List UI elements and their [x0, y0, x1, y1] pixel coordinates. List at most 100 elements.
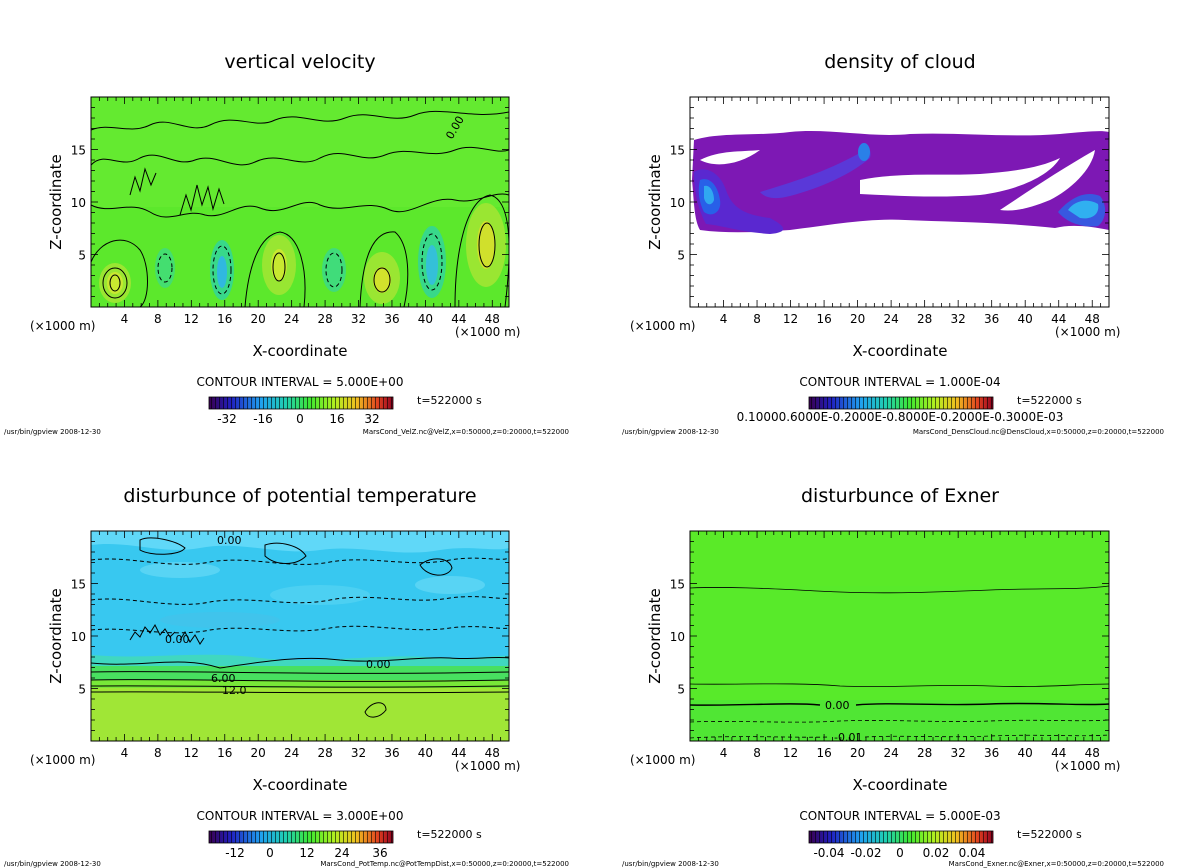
- x-tick-label: 16: [816, 746, 831, 760]
- x-tick-label: 48: [1085, 312, 1100, 326]
- updraft-core: [477, 221, 495, 269]
- x-tick-label: 36: [384, 312, 399, 326]
- x-tick-label: 20: [251, 746, 266, 760]
- contour-label: 6.00: [211, 672, 236, 685]
- x-tick-label: 40: [1018, 746, 1033, 760]
- x-tick-label: 44: [1051, 312, 1066, 326]
- colorbar-tick: -12: [225, 846, 245, 860]
- x-tick-label: 16: [217, 312, 232, 326]
- x-tick-label: 28: [317, 746, 332, 760]
- plot-area: [690, 97, 1109, 307]
- time-label: t=522000 s: [1017, 394, 1082, 407]
- contour-interval: CONTOUR INTERVAL = 5.000E+00: [197, 375, 404, 389]
- y-tick-label: 15: [71, 578, 86, 592]
- contour-interval: CONTOUR INTERVAL = 5.000E-03: [799, 809, 1000, 823]
- x-tick-label: 36: [384, 746, 399, 760]
- colorbar-tick: -0.02: [850, 846, 881, 860]
- x-tick-label: 24: [284, 746, 299, 760]
- x-unit-right: (×1000 m): [1055, 759, 1120, 773]
- downdraft-core: [217, 256, 227, 288]
- colorbar-tick: -16: [253, 412, 273, 426]
- lower-band: [690, 700, 1109, 741]
- cloud-gap: [1000, 150, 1095, 211]
- time-label: t=522000 s: [1017, 828, 1082, 841]
- panel-vertical-velocity: vertical velocity: [4, 51, 569, 436]
- colorbar-tick: 36: [372, 846, 387, 860]
- x-tick-label: 16: [217, 746, 232, 760]
- footer-path: /usr/bin/gpview 2008-12-30: [4, 860, 101, 868]
- y-tick-label: 10: [71, 196, 86, 210]
- colorbar-lines: [209, 831, 393, 843]
- x-tick-label: 20: [850, 746, 865, 760]
- x-tick-label: 8: [154, 312, 162, 326]
- x-unit-left: (×1000 m): [30, 319, 95, 333]
- x-tick-label: 32: [351, 746, 366, 760]
- cloud-core-peak: [704, 185, 714, 205]
- panel-potential-temperature: disturbunce of potential temperature: [4, 485, 569, 868]
- contour-label: 0.00: [825, 699, 850, 712]
- contour-lines: [690, 585, 1109, 706]
- footer-source: MarsCond_VelZ.nc@VelZ,x=0:50000,z=0:2000…: [363, 428, 569, 436]
- x-tick-label: 24: [284, 312, 299, 326]
- footer-path: /usr/bin/gpview 2008-12-30: [622, 428, 719, 436]
- warm-patch: [415, 576, 485, 594]
- upper-band: [91, 531, 509, 553]
- x-tick-label: 28: [317, 312, 332, 326]
- x-tick-label: 28: [917, 746, 932, 760]
- cloud-core: [858, 143, 870, 161]
- warm-patch: [140, 562, 220, 578]
- x-tick-label: 48: [1085, 746, 1100, 760]
- x-tick-label: 32: [351, 312, 366, 326]
- colorbar-frame: [208, 830, 394, 844]
- y-tick-label: 10: [71, 630, 86, 644]
- y-tick-label: 10: [670, 196, 685, 210]
- contour-interval: CONTOUR INTERVAL = 1.000E-04: [799, 375, 1000, 389]
- x-tick-label: 36: [984, 312, 999, 326]
- colorbar-frame: [808, 830, 994, 844]
- x-tick-label: 44: [451, 312, 466, 326]
- y-tick-label: 15: [71, 144, 86, 158]
- chart-title: disturbunce of Exner: [801, 485, 999, 507]
- colorbar-ticks: -12 0 12 24 36: [225, 846, 387, 860]
- plot-area: 0.00: [91, 97, 509, 307]
- colorbar-tick: -32: [217, 412, 237, 426]
- x-tick-label: 40: [1018, 312, 1033, 326]
- panel-density-of-cloud: density of cloud 4 8 12 16 20 24 28 32 36 40 44 485…: [622, 51, 1164, 436]
- upper-field-band: [91, 97, 509, 207]
- stable-band: [91, 680, 509, 688]
- x-tick-label: 4: [121, 312, 129, 326]
- x-tick-label: 48: [485, 312, 500, 326]
- footer-source: MarsCond_PotTemp.nc@PotTempDist,x=0:5000…: [320, 860, 569, 868]
- contour-label: 0.00: [165, 633, 190, 646]
- x-tick-label: 20: [251, 312, 266, 326]
- chart-title: vertical velocity: [224, 51, 375, 73]
- y-tick-label: 10: [670, 630, 685, 644]
- time-label: t=522000 s: [417, 394, 482, 407]
- colorbar-ticks: -32 -16 0 16 32: [217, 412, 379, 426]
- x-unit-left: (×1000 m): [30, 753, 95, 767]
- contour-label: -0.01: [834, 731, 862, 744]
- x-axis-label: X-coordinate: [853, 776, 948, 794]
- x-tick-label: 28: [917, 312, 932, 326]
- y-tick-label: 5: [677, 683, 685, 697]
- x-tick-label: 8: [753, 312, 761, 326]
- colorbar-tick: 24: [334, 846, 349, 860]
- x-tick-label: 4: [720, 746, 728, 760]
- colorbar-tick: 0.02: [923, 846, 950, 860]
- x-tick-label: 4: [121, 746, 129, 760]
- x-unit-right: (×1000 m): [455, 759, 520, 773]
- cloud-core-peak: [1068, 200, 1099, 219]
- colorbar-tick: 0: [296, 412, 304, 426]
- cloud-gap: [860, 158, 1060, 197]
- x-unit-right: (×1000 m): [455, 325, 520, 339]
- transition-band: [91, 654, 509, 668]
- y-tick-label: 15: [670, 144, 685, 158]
- contour-label: 0.00: [217, 534, 242, 547]
- x-unit-left: (×1000 m): [630, 753, 695, 767]
- colorbar-tick: 12: [299, 846, 314, 860]
- colorbar-tick: 32: [364, 412, 379, 426]
